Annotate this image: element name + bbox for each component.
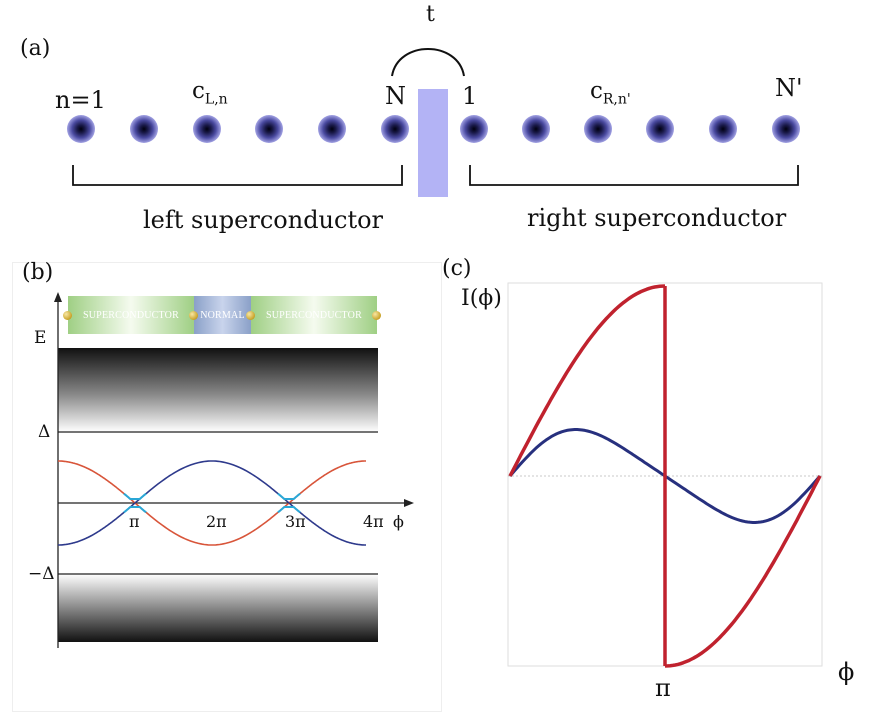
hopping-arc bbox=[391, 48, 465, 77]
contact-bead bbox=[189, 311, 198, 320]
energy-axis-label: E bbox=[34, 328, 47, 348]
box-superconductor-left: SUPERCONDUCTOR bbox=[68, 296, 194, 334]
red-branch-3 bbox=[288, 460, 366, 504]
lattice-site bbox=[772, 115, 800, 143]
lattice-site bbox=[130, 115, 158, 143]
lattice-site bbox=[381, 115, 409, 143]
phase-axis-arrow bbox=[404, 499, 414, 507]
blue-branch-3 bbox=[288, 502, 366, 546]
box-normal: NORMAL bbox=[194, 296, 251, 334]
red-branch-2 bbox=[134, 502, 290, 546]
energy-axis-arrow bbox=[54, 292, 62, 302]
tick-pi: π bbox=[129, 512, 140, 531]
box-superconductor-right: SUPERCONDUCTOR bbox=[251, 296, 377, 334]
gap-top-label: Δ bbox=[38, 422, 51, 442]
lattice-site bbox=[460, 115, 488, 143]
lattice-site bbox=[255, 115, 283, 143]
left-caption: left superconductor bbox=[143, 206, 384, 234]
site-label-Nprime: N' bbox=[775, 74, 803, 102]
site-label-n1: n=1 bbox=[55, 86, 106, 114]
site-label-1: 1 bbox=[462, 82, 478, 110]
tunnel-barrier bbox=[418, 89, 448, 197]
crossing-lower-2 bbox=[277, 506, 301, 513]
blue-branch-2 bbox=[134, 460, 290, 504]
lattice-site bbox=[67, 115, 95, 143]
contact-bead bbox=[63, 311, 72, 320]
red-current-rise bbox=[508, 284, 666, 477]
site-label-N: N bbox=[385, 82, 406, 110]
contact-bead bbox=[372, 311, 381, 320]
lattice-site bbox=[318, 115, 346, 143]
right-operator-label: cR,n' bbox=[590, 78, 631, 108]
current-axis-label: I(ϕ) bbox=[461, 286, 502, 311]
panel-a-tag: (a) bbox=[20, 36, 51, 61]
gap-bottom-label: −Δ bbox=[28, 564, 55, 584]
current-phase-curves bbox=[508, 284, 822, 668]
crossing-lower-1 bbox=[123, 506, 147, 513]
lattice-site bbox=[646, 115, 674, 143]
left-operator-label: cL,n bbox=[192, 78, 228, 108]
lattice-site bbox=[193, 115, 221, 143]
panel-b-tag: (b) bbox=[22, 260, 54, 285]
panel-c-tag: (c) bbox=[442, 256, 472, 281]
crossing-upper-1 bbox=[123, 493, 147, 500]
lattice-site bbox=[709, 115, 737, 143]
lattice-site bbox=[584, 115, 612, 143]
red-branch-1 bbox=[58, 460, 136, 504]
red-current-return bbox=[664, 475, 822, 668]
phase-axis-label: ϕ bbox=[393, 512, 404, 531]
right-caption: right superconductor bbox=[527, 204, 787, 232]
phase-axis-label-c: ϕ bbox=[838, 658, 855, 686]
contact-bead bbox=[246, 311, 255, 320]
lattice-site bbox=[522, 115, 550, 143]
crossing-upper-2 bbox=[277, 493, 301, 500]
upper-continuum bbox=[58, 348, 378, 432]
andreev-curves bbox=[58, 460, 366, 546]
blue-branch-1 bbox=[58, 502, 136, 546]
tick-2pi: 2π bbox=[206, 512, 227, 531]
tick-pi-c: π bbox=[655, 674, 671, 702]
left-bracket bbox=[72, 165, 403, 186]
tick-4pi: 4π bbox=[363, 512, 384, 531]
tick-3pi: 3π bbox=[285, 512, 306, 531]
lower-continuum bbox=[58, 574, 378, 642]
right-bracket bbox=[469, 165, 799, 186]
hopping-label: t bbox=[426, 2, 435, 27]
